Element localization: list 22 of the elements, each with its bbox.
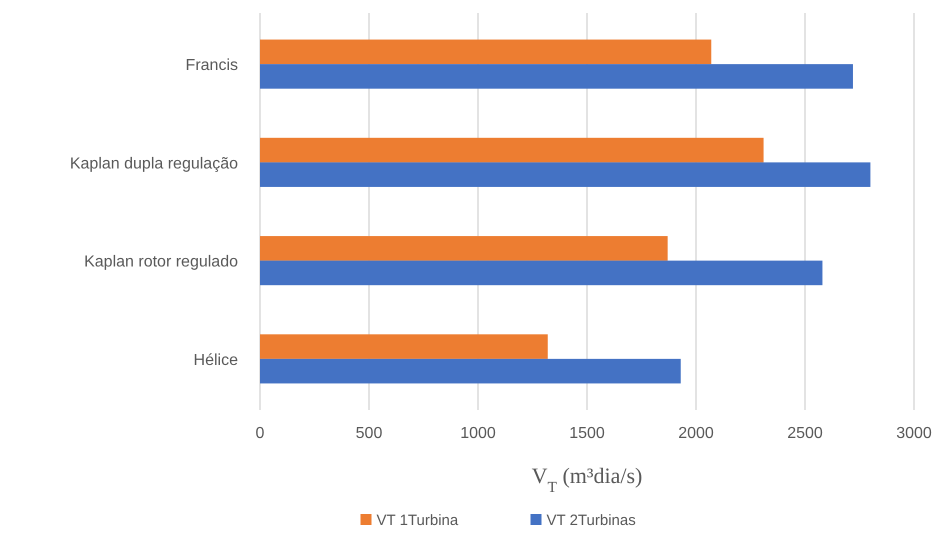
x-tick-label: 3000 [896, 425, 932, 442]
bar [260, 40, 712, 64]
bar [260, 64, 853, 89]
y-tick-label: Kaplan dupla regulação [70, 155, 238, 172]
y-tick-label: Francis [186, 57, 238, 74]
bar [260, 162, 870, 187]
bar [260, 260, 822, 286]
x-tick-label: 500 [356, 425, 382, 442]
bar [260, 358, 681, 384]
legend-label: VT 1Turbina [376, 512, 459, 529]
y-tick-label: Kaplan rotor regulado [84, 254, 238, 271]
x-tick-label: 0 [256, 425, 265, 442]
x-tick-label: 1000 [460, 425, 496, 442]
y-tick-label: Hélice [194, 352, 238, 369]
bar [260, 334, 548, 359]
x-axis-title: V$_{T}$ (m³dia/s) [532, 463, 642, 496]
x-tick-label: 1500 [569, 425, 605, 442]
legend-label: VT 2Turbinas [546, 512, 636, 529]
x-tick-label: 2500 [787, 425, 823, 442]
bar [260, 138, 764, 162]
bar [260, 236, 668, 261]
x-tick-label: 2000 [678, 425, 714, 442]
